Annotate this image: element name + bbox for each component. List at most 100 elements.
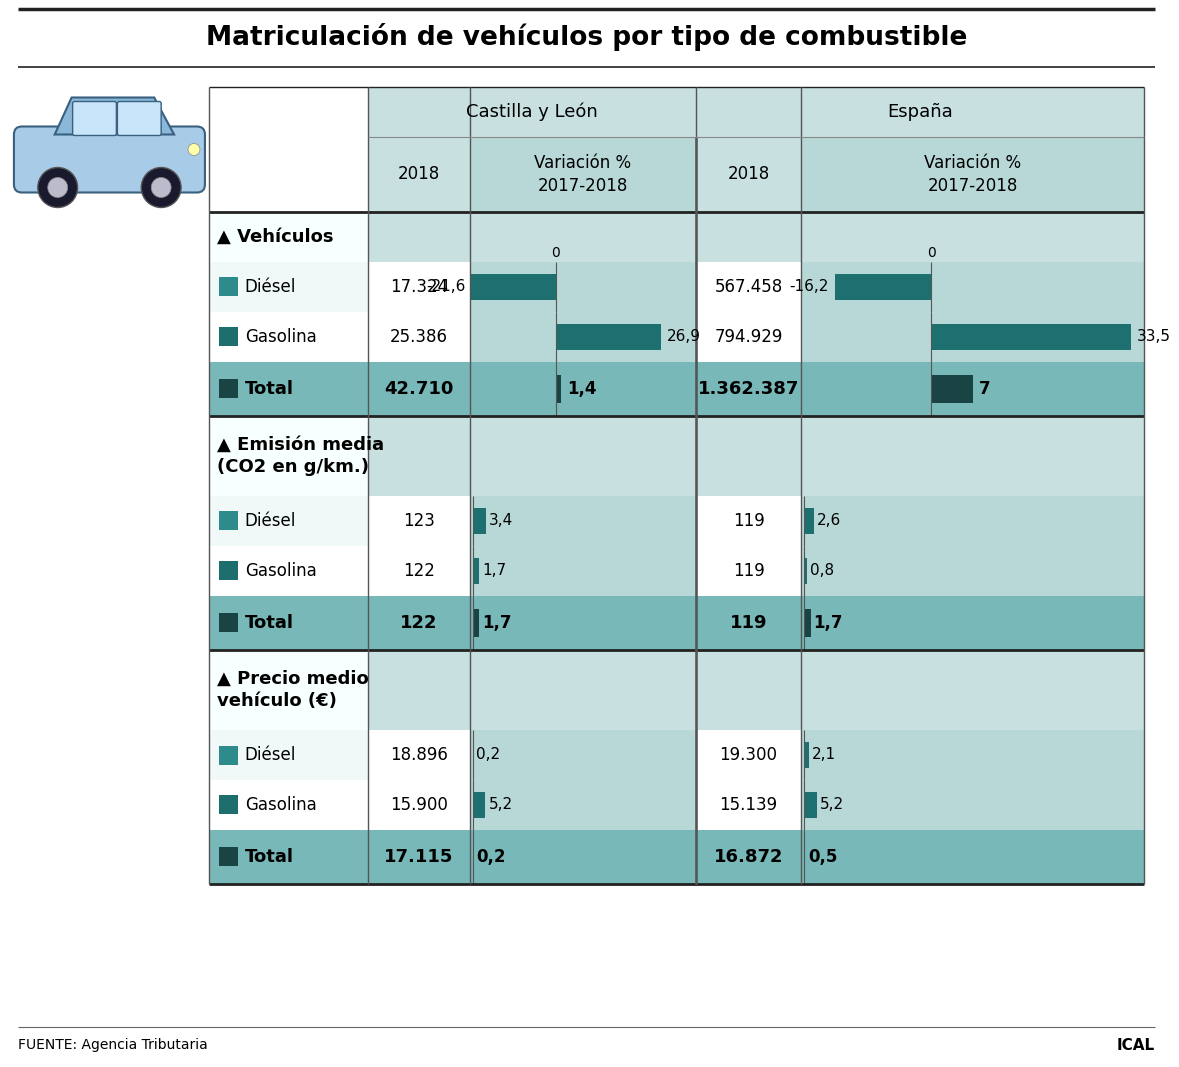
FancyBboxPatch shape [209,212,368,262]
Text: 2,1: 2,1 [812,748,836,763]
Text: 0,5: 0,5 [808,848,837,866]
FancyBboxPatch shape [801,137,1144,212]
FancyBboxPatch shape [697,312,801,362]
FancyBboxPatch shape [368,780,469,830]
Text: 25.386: 25.386 [390,328,448,346]
Text: Gasolina: Gasolina [245,796,316,814]
Text: 0,2: 0,2 [476,848,506,866]
FancyBboxPatch shape [368,416,697,496]
Bar [219,380,238,398]
Text: Variación %
2017-2018: Variación % 2017-2018 [534,154,632,195]
Text: 7: 7 [979,380,990,398]
Text: 17.115: 17.115 [384,848,454,866]
Bar [219,561,238,580]
FancyBboxPatch shape [473,609,480,637]
Text: Total: Total [245,848,294,866]
Text: Diésel: Diésel [245,278,296,296]
FancyBboxPatch shape [804,742,809,768]
FancyBboxPatch shape [469,496,697,546]
Text: 0,2: 0,2 [476,748,500,763]
Text: 1,7: 1,7 [482,614,512,632]
FancyBboxPatch shape [368,730,469,780]
Text: 0: 0 [552,246,560,260]
FancyBboxPatch shape [209,730,368,780]
FancyBboxPatch shape [469,780,697,830]
Text: España: España [888,103,953,121]
FancyBboxPatch shape [801,546,1144,596]
Bar [219,511,238,530]
FancyBboxPatch shape [469,312,697,362]
FancyBboxPatch shape [697,137,801,212]
FancyBboxPatch shape [804,508,815,534]
Text: 3,4: 3,4 [489,513,513,528]
FancyBboxPatch shape [697,730,801,780]
Text: ▲ Vehículos: ▲ Vehículos [217,228,334,246]
Text: Total: Total [245,614,294,632]
Text: -16,2: -16,2 [789,280,829,294]
FancyBboxPatch shape [801,780,1144,830]
FancyBboxPatch shape [14,127,205,192]
FancyBboxPatch shape [209,416,368,496]
Text: 16.872: 16.872 [713,848,783,866]
FancyBboxPatch shape [801,496,1144,546]
FancyBboxPatch shape [697,650,1144,730]
FancyBboxPatch shape [697,780,801,830]
Text: ▲ Precio medio
vehículo (€): ▲ Precio medio vehículo (€) [217,670,369,711]
FancyBboxPatch shape [835,274,931,300]
Text: 2018: 2018 [727,165,770,184]
Text: 119: 119 [732,512,764,530]
Text: 17.324: 17.324 [390,278,448,296]
FancyBboxPatch shape [368,312,469,362]
FancyBboxPatch shape [209,596,1144,650]
Bar [219,277,238,297]
FancyBboxPatch shape [368,496,469,546]
Text: 2,6: 2,6 [817,513,842,528]
FancyBboxPatch shape [368,212,697,262]
Text: 2018: 2018 [397,165,440,184]
FancyBboxPatch shape [368,546,469,596]
FancyBboxPatch shape [697,546,801,596]
Text: Variación %
2017-2018: Variación % 2017-2018 [924,154,1021,195]
FancyBboxPatch shape [804,558,806,584]
Text: 5,2: 5,2 [488,797,513,812]
FancyBboxPatch shape [931,324,1131,350]
FancyBboxPatch shape [469,262,697,312]
FancyBboxPatch shape [473,508,486,534]
FancyBboxPatch shape [368,137,469,212]
FancyBboxPatch shape [368,262,469,312]
Text: 1,7: 1,7 [814,614,843,632]
Text: 119: 119 [732,562,764,580]
Text: 0: 0 [927,246,936,260]
Polygon shape [54,97,174,134]
Text: FUENTE: Agencia Tributaria: FUENTE: Agencia Tributaria [18,1038,208,1052]
Text: 122: 122 [400,614,437,632]
Text: 567.458: 567.458 [714,278,783,296]
Text: 15.900: 15.900 [390,796,448,814]
FancyBboxPatch shape [368,650,697,730]
Circle shape [187,143,200,156]
Text: 123: 123 [403,512,435,530]
FancyBboxPatch shape [472,274,555,300]
Text: ▲ Emisión media
(CO2 en g/km.): ▲ Emisión media (CO2 en g/km.) [217,436,384,476]
FancyBboxPatch shape [804,792,817,818]
FancyBboxPatch shape [473,792,486,818]
FancyBboxPatch shape [473,558,480,584]
FancyBboxPatch shape [555,324,660,350]
Text: Castilla y León: Castilla y León [467,102,598,122]
Text: 1.362.387: 1.362.387 [698,380,799,398]
FancyBboxPatch shape [804,609,811,637]
FancyBboxPatch shape [118,101,162,136]
Text: 15.139: 15.139 [719,796,778,814]
FancyBboxPatch shape [555,375,561,403]
Text: -21,6: -21,6 [426,280,466,294]
FancyBboxPatch shape [73,101,117,136]
Text: Total: Total [245,380,294,398]
Text: 0,8: 0,8 [810,563,834,578]
FancyBboxPatch shape [209,830,1144,883]
Bar [219,796,238,814]
Text: 1,4: 1,4 [567,380,597,398]
Bar [219,614,238,633]
Text: 19.300: 19.300 [719,746,778,764]
FancyBboxPatch shape [469,546,697,596]
FancyBboxPatch shape [801,262,1144,312]
